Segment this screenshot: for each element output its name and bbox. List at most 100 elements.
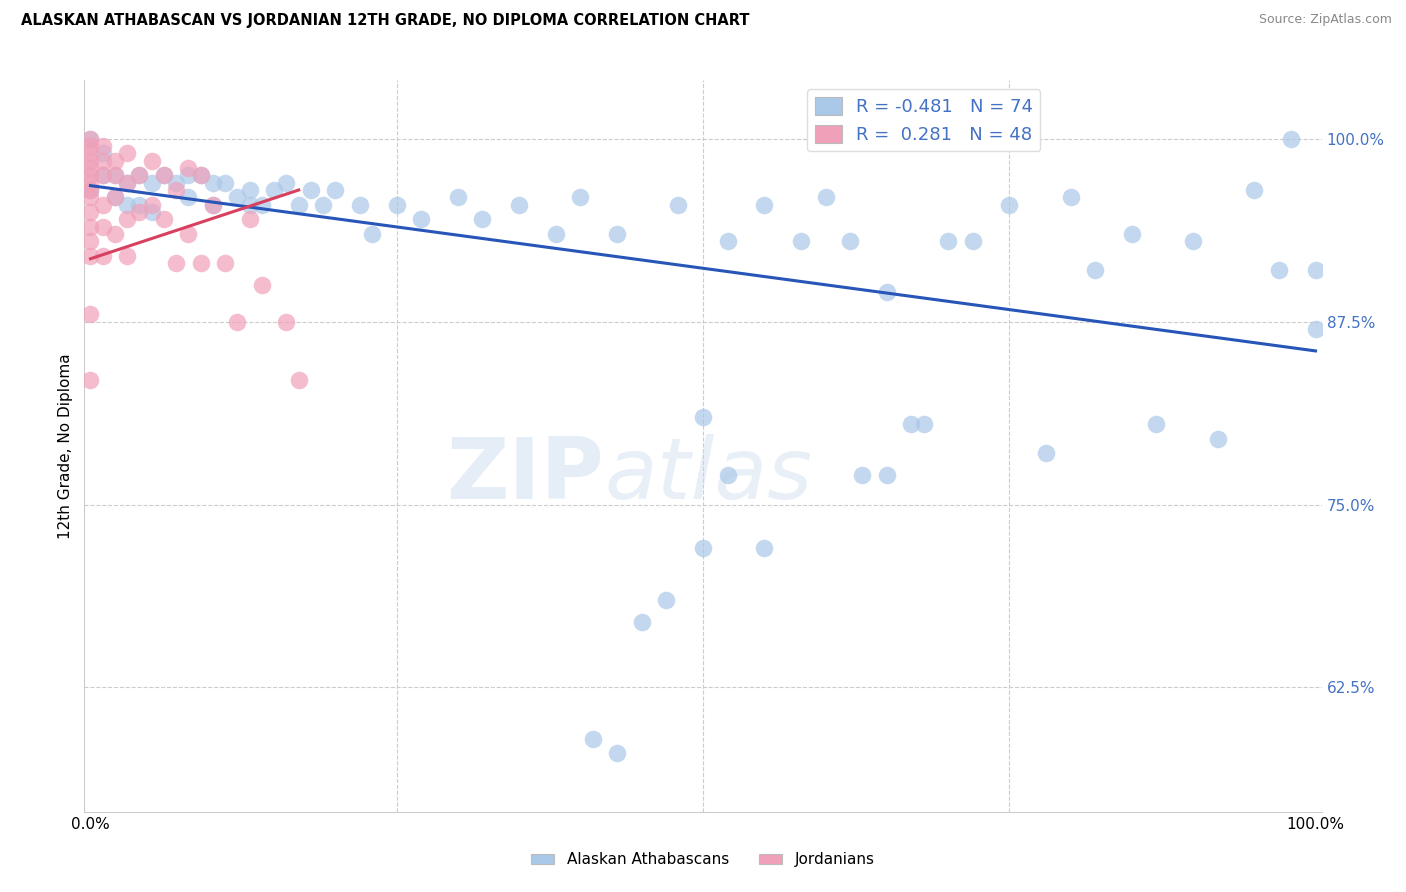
Point	[165, 256, 187, 270]
Point	[544, 227, 567, 241]
Point	[104, 169, 127, 183]
Point	[912, 417, 935, 431]
Point	[250, 197, 273, 211]
Point	[447, 190, 470, 204]
Point	[79, 183, 101, 197]
Point	[1268, 263, 1291, 277]
Point	[104, 169, 127, 183]
Point	[1059, 190, 1081, 204]
Point	[692, 409, 714, 424]
Point	[91, 219, 114, 234]
Point	[1084, 263, 1107, 277]
Point	[79, 139, 101, 153]
Point	[1206, 432, 1229, 446]
Point	[79, 132, 101, 146]
Point	[936, 234, 959, 248]
Point	[128, 169, 150, 183]
Point	[655, 592, 678, 607]
Point	[141, 176, 163, 190]
Point	[79, 219, 101, 234]
Point	[606, 227, 628, 241]
Point	[115, 212, 138, 227]
Point	[79, 205, 101, 219]
Point	[91, 249, 114, 263]
Point	[177, 190, 200, 204]
Point	[1305, 322, 1327, 336]
Point	[325, 183, 347, 197]
Point	[104, 190, 127, 204]
Point	[508, 197, 530, 211]
Point	[1035, 446, 1057, 460]
Point	[190, 169, 212, 183]
Point	[851, 468, 873, 483]
Point	[79, 373, 101, 387]
Point	[115, 197, 138, 211]
Point	[79, 307, 101, 321]
Point	[141, 197, 163, 211]
Point	[104, 153, 127, 168]
Point	[115, 146, 138, 161]
Point	[214, 176, 236, 190]
Point	[91, 146, 114, 161]
Point	[115, 176, 138, 190]
Point	[1305, 263, 1327, 277]
Point	[226, 190, 249, 204]
Point	[385, 197, 408, 211]
Point	[128, 205, 150, 219]
Point	[79, 249, 101, 263]
Point	[128, 169, 150, 183]
Point	[214, 256, 236, 270]
Point	[91, 153, 114, 168]
Point	[79, 169, 101, 183]
Point	[79, 190, 101, 204]
Point	[349, 197, 371, 211]
Point	[115, 176, 138, 190]
Point	[165, 176, 187, 190]
Point	[962, 234, 984, 248]
Point	[128, 197, 150, 211]
Point	[716, 468, 738, 483]
Point	[569, 190, 592, 204]
Point	[226, 315, 249, 329]
Point	[190, 256, 212, 270]
Point	[91, 197, 114, 211]
Point	[263, 183, 285, 197]
Point	[79, 183, 101, 197]
Point	[201, 176, 224, 190]
Point	[998, 197, 1021, 211]
Point	[900, 417, 922, 431]
Point	[287, 373, 309, 387]
Point	[91, 169, 114, 183]
Point	[839, 234, 862, 248]
Point	[79, 146, 101, 161]
Point	[79, 153, 101, 168]
Text: ALASKAN ATHABASCAN VS JORDANIAN 12TH GRADE, NO DIPLOMA CORRELATION CHART: ALASKAN ATHABASCAN VS JORDANIAN 12TH GRA…	[21, 13, 749, 29]
Point	[201, 197, 224, 211]
Point	[165, 183, 187, 197]
Point	[692, 541, 714, 556]
Point	[312, 197, 335, 211]
Point	[814, 190, 837, 204]
Point	[1279, 132, 1302, 146]
Point	[141, 205, 163, 219]
Point	[1121, 227, 1143, 241]
Point	[79, 161, 101, 175]
Point	[153, 212, 176, 227]
Point	[104, 190, 127, 204]
Point	[1243, 183, 1265, 197]
Point	[153, 169, 176, 183]
Point	[239, 183, 262, 197]
Y-axis label: 12th Grade, No Diploma: 12th Grade, No Diploma	[58, 353, 73, 539]
Point	[606, 746, 628, 760]
Point	[754, 541, 776, 556]
Text: Source: ZipAtlas.com: Source: ZipAtlas.com	[1258, 13, 1392, 27]
Point	[716, 234, 738, 248]
Point	[190, 169, 212, 183]
Point	[104, 227, 127, 241]
Point	[91, 169, 114, 183]
Point	[79, 132, 101, 146]
Point	[239, 212, 262, 227]
Point	[582, 731, 605, 746]
Point	[876, 468, 898, 483]
Point	[276, 176, 298, 190]
